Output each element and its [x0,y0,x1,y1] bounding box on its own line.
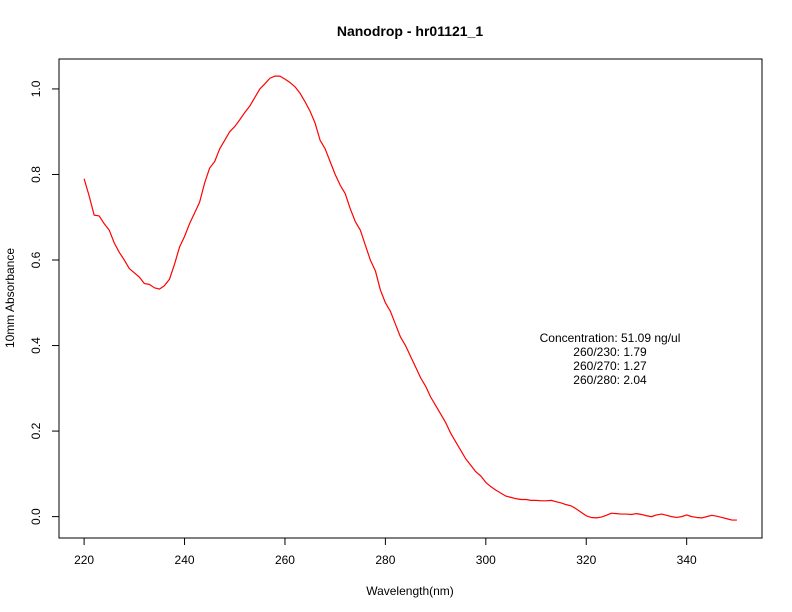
series-line [83,75,737,521]
x-tick-label: 240 [175,553,195,567]
x-tick-label: 280 [375,553,395,567]
annotation-260-230: 260/230: 1.79 [573,345,647,359]
annotation-260-270: 260/270: 1.27 [573,359,647,373]
x-axis-label: Wavelength(nm) [366,584,454,598]
y-axis-label: 10mm Absorbance [3,248,17,348]
x-tick-label: 220 [74,553,94,567]
annotation-concentration: Concentration: 51.09 ng/ul [540,331,681,345]
y-tick-label: 0.2 [29,422,43,439]
chart-title: Nanodrop - hr01121_1 [337,23,483,39]
y-tick-label: 0.8 [29,166,43,183]
annotation-block: Concentration: 51.09 ng/ul 260/230: 1.79… [540,331,681,387]
y-tick-label: 0.6 [29,251,43,268]
x-tick-label: 300 [476,553,496,567]
x-tick-label: 340 [677,553,697,567]
y-tick-label: 0.0 [29,508,43,525]
y-tick-label: 0.4 [29,337,43,354]
y-tick-label: 1.0 [29,80,43,97]
x-axis: 220 240 260 280 300 320 340 [74,537,697,567]
series-layer [83,75,737,521]
annotation-260-280: 260/280: 2.04 [573,373,647,387]
x-tick-label: 320 [576,553,596,567]
x-tick-label: 260 [275,553,295,567]
plot-frame [58,58,763,539]
y-axis: 0.0 0.2 0.4 0.6 0.8 1.0 [29,80,60,525]
